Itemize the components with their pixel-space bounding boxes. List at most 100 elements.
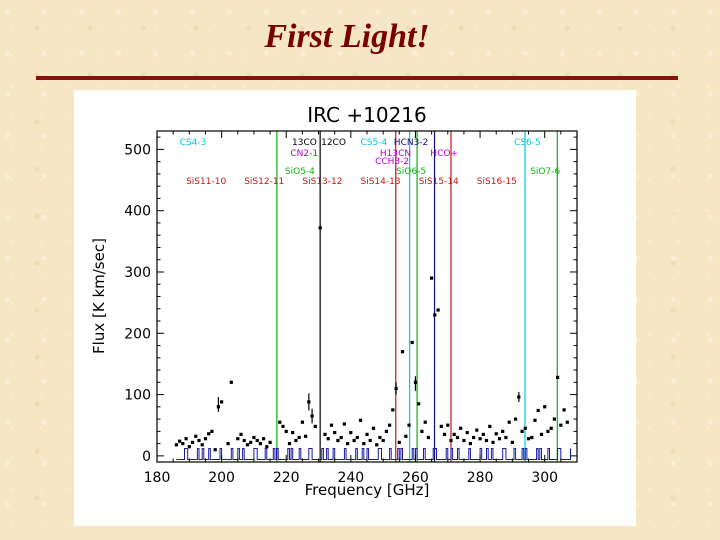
x-tick-label: 240	[337, 470, 364, 486]
line-label: SiS11-10	[186, 177, 226, 187]
y-tick-label: 300	[124, 265, 151, 281]
data-point	[494, 432, 498, 436]
data-point	[510, 440, 514, 444]
data-point	[304, 434, 308, 438]
data-point	[346, 442, 350, 446]
data-point	[565, 420, 569, 424]
data-point	[543, 405, 547, 409]
data-point	[284, 429, 288, 433]
data-point	[556, 375, 560, 379]
data-point	[472, 435, 476, 440]
data-point	[420, 429, 424, 433]
data-point	[407, 423, 411, 427]
data-point	[326, 437, 330, 441]
data-point	[239, 432, 243, 436]
data-point	[404, 434, 408, 438]
data-point	[310, 414, 314, 418]
line-marker-layer	[276, 131, 558, 462]
data-point	[449, 438, 453, 443]
data-point	[514, 417, 518, 421]
data-point	[258, 442, 262, 446]
x-tick-label: 300	[531, 470, 558, 486]
data-point	[526, 437, 531, 441]
data-point	[430, 276, 434, 280]
data-point	[468, 442, 472, 446]
data-point	[245, 443, 250, 447]
data-point	[536, 408, 540, 413]
line-label: CCH3-2	[375, 157, 409, 167]
data-point	[371, 426, 376, 430]
data-point	[216, 405, 220, 409]
baseline-trace-layer	[176, 448, 571, 460]
data-point	[530, 435, 534, 440]
slide-title: First Light!	[264, 18, 430, 55]
line-label: SiS13-12	[302, 177, 342, 187]
data-point	[252, 435, 256, 440]
x-tick-label: 260	[402, 470, 429, 486]
data-point	[294, 438, 298, 443]
data-point	[462, 438, 466, 443]
data-point	[446, 423, 450, 427]
data-point	[307, 400, 311, 404]
line-label: CS5-4	[361, 138, 388, 148]
data-point	[318, 226, 322, 230]
data-point	[268, 440, 272, 444]
data-point	[497, 437, 502, 441]
data-point	[381, 438, 385, 443]
data-point	[426, 435, 430, 440]
data-point	[362, 442, 366, 446]
data-point	[229, 380, 233, 384]
data-point	[265, 445, 269, 449]
y-axis-label: Flux [K km/sec]	[90, 238, 108, 354]
line-label: CN2-1	[290, 149, 318, 159]
data-point	[355, 435, 359, 440]
data-point	[213, 448, 217, 452]
data-point	[358, 418, 363, 422]
data-point	[475, 428, 479, 432]
data-point	[439, 424, 443, 428]
data-point	[481, 432, 485, 436]
data-point	[242, 438, 246, 443]
chart-title: IRC +10216	[307, 103, 427, 127]
data-point	[203, 437, 208, 441]
data-point	[452, 432, 456, 436]
data-point	[552, 417, 556, 421]
data-point	[178, 439, 182, 443]
data-point	[220, 400, 224, 404]
line-label: HCO+	[430, 149, 458, 159]
data-point	[523, 426, 527, 430]
line-label: SiS12-11	[244, 177, 284, 187]
data-point	[546, 429, 550, 433]
data-point	[378, 435, 382, 440]
data-point	[465, 431, 469, 435]
baseline-trace	[176, 448, 571, 460]
data-point	[520, 429, 524, 433]
data-point	[388, 423, 392, 427]
data-point	[417, 402, 421, 406]
data-point	[368, 438, 372, 443]
line-label: SiS16-15	[477, 177, 517, 187]
line-label: H13CN	[380, 149, 411, 159]
data-point	[342, 422, 346, 426]
data-point	[236, 437, 240, 441]
data-point	[184, 437, 188, 441]
data-point	[391, 408, 395, 412]
line-label: HCN3-2	[394, 138, 428, 148]
data-point	[562, 408, 566, 412]
data-point	[255, 438, 259, 443]
data-point	[313, 424, 317, 428]
data-point	[352, 438, 356, 443]
data-point	[488, 424, 492, 428]
line-label: SiS14-13	[361, 177, 401, 187]
y-tick-label: 200	[124, 326, 151, 342]
data-point	[281, 424, 285, 428]
data-point	[484, 438, 489, 443]
data-point	[336, 438, 340, 443]
data-point	[190, 440, 195, 444]
data-point	[291, 431, 295, 435]
data-point	[181, 442, 185, 446]
line-labels-layer: CS4-3 13CO 12CO CS5-4 HCN3-2 CS6-5 CN2-1 H13CN H…	[180, 138, 561, 187]
data-point	[249, 440, 253, 444]
data-point	[210, 429, 214, 433]
data-point	[397, 440, 401, 444]
